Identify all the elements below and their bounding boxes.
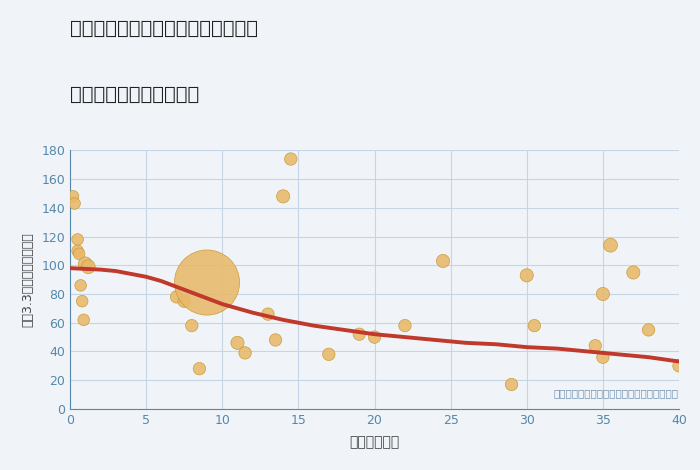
Y-axis label: 坪（3.3㎡）単価（万円）: 坪（3.3㎡）単価（万円） (21, 232, 34, 327)
Point (80, 260, 91, 267)
Point (270, 336, 281, 344)
Text: 築年数別中古戸建て価格: 築年数別中古戸建て価格 (70, 85, 199, 103)
Point (597, 290, 608, 298)
Point (399, 322, 410, 329)
Point (277, 193, 289, 200)
Point (202, 279, 213, 286)
Point (354, 330, 365, 338)
Point (528, 322, 540, 329)
Point (171, 293, 182, 301)
Point (194, 365, 205, 372)
Point (285, 155, 296, 163)
Point (597, 353, 608, 361)
Text: 兵庫県多可郡多可町八千代区下村の: 兵庫県多可郡多可町八千代区下村の (70, 19, 258, 38)
Point (76, 298, 88, 305)
Point (506, 381, 517, 388)
Point (75, 282, 86, 289)
Point (74, 250, 85, 258)
Point (628, 269, 639, 276)
Point (72, 247, 83, 255)
Point (643, 326, 655, 334)
Point (69, 200, 80, 207)
Point (521, 272, 532, 279)
Point (323, 351, 335, 358)
Point (438, 257, 449, 265)
Point (67, 193, 78, 200)
Point (605, 242, 616, 249)
Point (78, 316, 90, 324)
Point (262, 310, 274, 318)
X-axis label: 築年数（年）: 築年数（年） (349, 435, 400, 449)
Point (232, 339, 243, 346)
Point (239, 349, 251, 357)
Point (589, 342, 601, 350)
Point (178, 298, 190, 305)
Point (186, 322, 197, 329)
Point (83, 263, 94, 271)
Text: 円の大きさは、取引のあった物件面積を示す: 円の大きさは、取引のあった物件面積を示す (554, 389, 679, 399)
Point (673, 362, 685, 369)
Point (72, 235, 83, 243)
Point (369, 333, 380, 341)
